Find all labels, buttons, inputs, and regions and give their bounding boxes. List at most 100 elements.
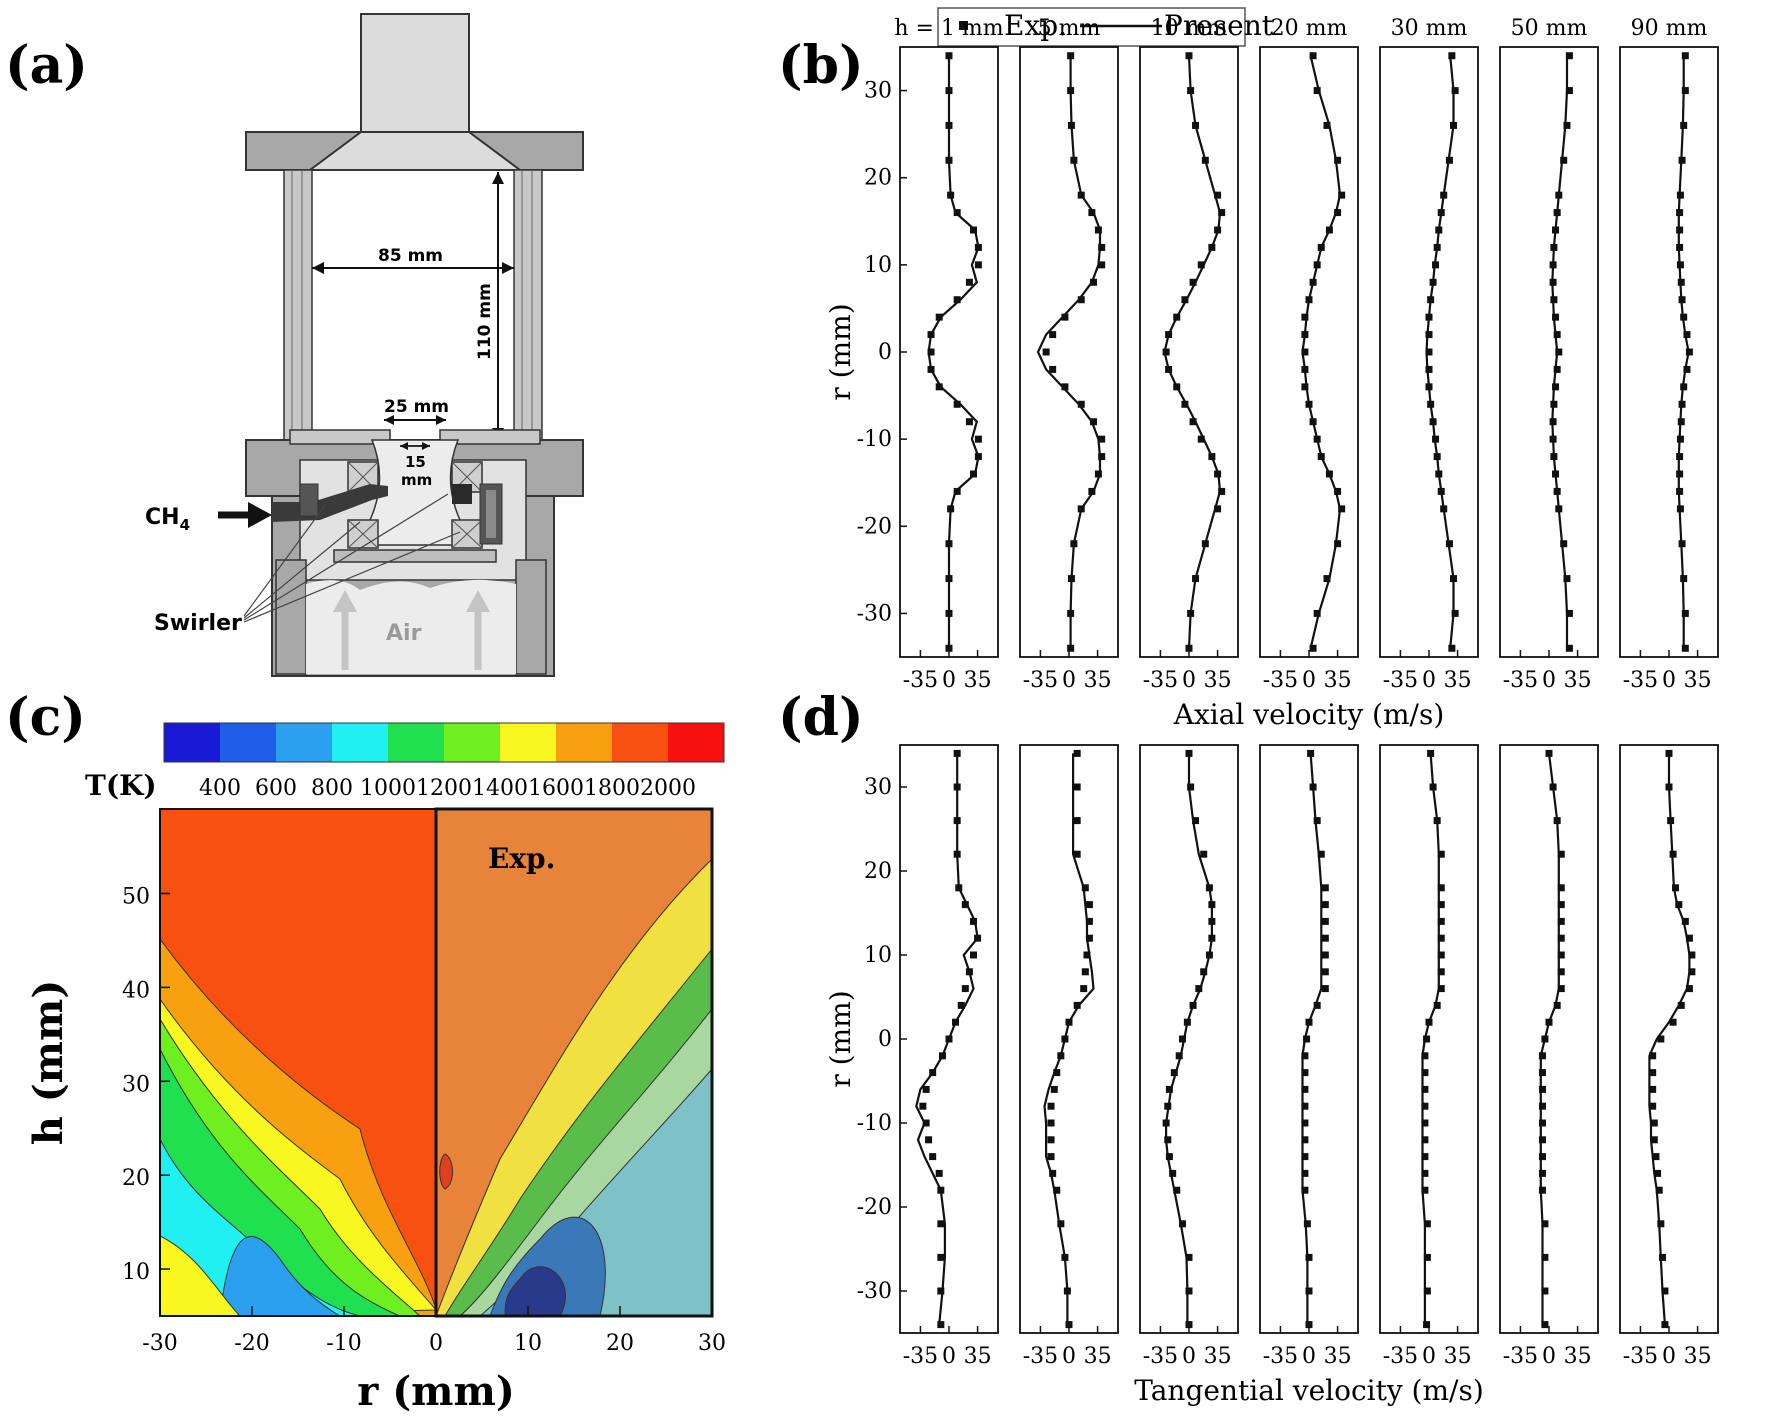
x-tick-label: 0 [1422, 668, 1436, 693]
y-tick-label: 40 [122, 978, 150, 1003]
exp-point [1047, 1102, 1055, 1110]
exp-point [1423, 1287, 1431, 1295]
exp-point [1685, 985, 1693, 993]
x-tick-label: -35 [1623, 1344, 1658, 1369]
x-tick-label: 10 [514, 1331, 542, 1356]
exp-point [1077, 400, 1085, 408]
exp-point [1301, 1153, 1309, 1161]
exp-point [1073, 783, 1081, 791]
exp-point [1557, 985, 1565, 993]
exp-point [1073, 817, 1081, 825]
exp-point [1338, 505, 1346, 513]
exp-point [1313, 817, 1321, 825]
exp-point [1049, 365, 1057, 373]
experiment-half [436, 809, 712, 1316]
exp-point [1557, 951, 1565, 959]
exp-point [1683, 331, 1691, 339]
exp-point [1677, 1001, 1685, 1009]
exp-point [1565, 609, 1573, 617]
x-tick-label: -35 [1383, 668, 1418, 693]
exp-point [1090, 418, 1097, 426]
colorbar-tick-label: 400 [199, 776, 241, 801]
exp-point [1200, 850, 1208, 858]
exp-point [1451, 87, 1459, 95]
y-tick-label: 10 [122, 1260, 150, 1285]
exp-point [1200, 968, 1208, 976]
exp-point [1675, 901, 1683, 909]
left-wall [283, 169, 313, 441]
exp-point [970, 917, 977, 925]
exp-point [1649, 1052, 1657, 1060]
exp-point [1061, 313, 1069, 321]
exp-point [1321, 934, 1329, 942]
exp-point [1301, 1119, 1309, 1127]
colorbar-tick-label: 1800 [584, 776, 640, 801]
temperature-contour: 400 600 800 1000 1200 1400 1600 1800 2000T(K)Exp… [25, 722, 726, 1415]
exp-point [1301, 1102, 1309, 1110]
exp-point [1085, 934, 1093, 942]
y-tick-label: 50 [122, 885, 150, 910]
air-arrow-icon [333, 590, 357, 612]
x-tick-label: 0 [1182, 668, 1196, 693]
exp-point [1057, 1220, 1065, 1228]
exp-point [1214, 505, 1222, 513]
exp-point [1321, 884, 1329, 892]
exp-point [1321, 968, 1329, 976]
exp-point [1425, 365, 1433, 373]
x-tick-label: 0 [1662, 668, 1676, 693]
exp-point [1181, 296, 1189, 304]
profile-frame [1139, 744, 1239, 1334]
exp-point [919, 1102, 927, 1110]
exp-point [1098, 435, 1106, 443]
colorbar-swatch [276, 723, 333, 762]
exp-point [1657, 1035, 1665, 1043]
exp-point [1321, 951, 1329, 959]
x-tick-label: -30 [142, 1331, 177, 1356]
exp-point [1681, 917, 1689, 925]
subplot-title: 90 mm [1631, 16, 1708, 41]
y-tick-label: 20 [864, 166, 892, 191]
dim-85: 85 mm [378, 246, 443, 266]
x-tick-label: -35 [1503, 1344, 1538, 1369]
x-tick-label: -35 [1503, 668, 1538, 693]
exp-point [1301, 383, 1309, 391]
x-tick-label: -35 [1623, 668, 1658, 693]
dim-15-unit: mm [401, 471, 432, 489]
x-tick-label: 35 [1444, 1344, 1472, 1369]
present-line [1036, 55, 1102, 649]
exp-point [1425, 348, 1433, 356]
exp-point [1565, 87, 1573, 95]
exp-point [1185, 1253, 1193, 1261]
x-tick-label: 35 [1684, 668, 1712, 693]
exp-point [1178, 1220, 1186, 1228]
legend-exp-marker [959, 21, 968, 30]
exp-point [1421, 1102, 1429, 1110]
exp-point [1305, 1253, 1313, 1261]
x-tick-label: -35 [1383, 1344, 1418, 1369]
colorbar-tick-label: 1600 [528, 776, 584, 801]
air-label: Air [386, 621, 422, 646]
exp-point [1197, 435, 1205, 443]
exp-point [1688, 951, 1696, 959]
y-tick-label: 30 [122, 1072, 150, 1097]
x-tick-label: -35 [1143, 1344, 1178, 1369]
exp-point [1421, 1052, 1429, 1060]
exp-point [1649, 1069, 1657, 1077]
colorbar-swatch [444, 723, 501, 762]
exp-point [957, 1001, 965, 1009]
exp-point [1214, 191, 1222, 199]
y-tick-label: 0 [878, 340, 892, 365]
exp-point [1334, 540, 1342, 548]
exp-point [1437, 951, 1445, 959]
colorbar-swatch [556, 723, 613, 762]
y-tick-label: -10 [857, 1111, 892, 1136]
exp-annotation: Exp. [488, 842, 555, 875]
exp-point [1049, 1169, 1057, 1177]
exp-point [1189, 278, 1197, 286]
x-tick-label: 35 [1324, 668, 1352, 693]
exp-point [1555, 348, 1563, 356]
profile-frame [1499, 744, 1599, 1334]
